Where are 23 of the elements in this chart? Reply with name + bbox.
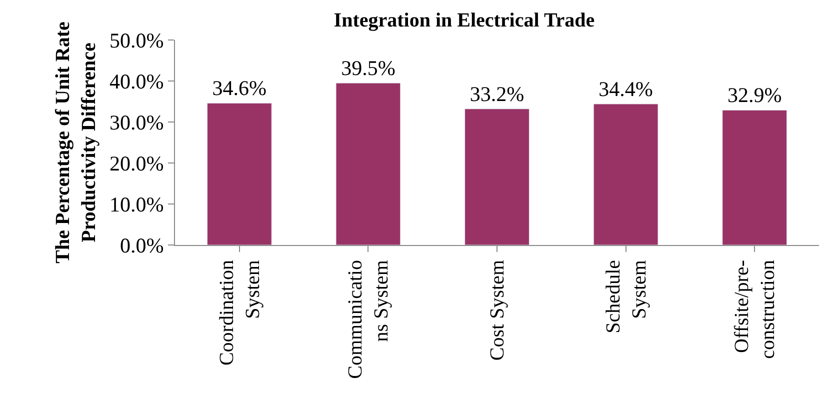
chart-title: Integration in Electrical Trade — [334, 9, 595, 32]
bar — [593, 104, 658, 245]
bar — [722, 110, 788, 245]
x-tick-label: Coordination System — [216, 260, 264, 366]
y-tick-label: 20.0% — [110, 151, 164, 176]
y-tick-label: 10.0% — [110, 192, 164, 216]
bar — [464, 108, 530, 245]
y-axis-title: The Percentage of Unit Rate Productivity Difference — [52, 21, 100, 264]
x-tick-label: Schedule System — [602, 260, 650, 334]
y-tick-label: 0.0% — [120, 233, 164, 258]
y-tick-label: 50.0% — [110, 28, 164, 52]
data-label: 34.6% — [212, 76, 267, 100]
bar — [336, 82, 401, 245]
x-tick-label: Communicatio ns System — [344, 260, 393, 379]
x-tick-label: Offsite/pre- construction — [731, 260, 780, 359]
y-tick-label: 30.0% — [110, 110, 164, 134]
data-label: 33.2% — [470, 82, 524, 106]
data-label: 39.5% — [341, 56, 396, 80]
x-tick-label: Cost System — [486, 260, 508, 361]
data-label: 32.9% — [727, 83, 782, 108]
y-tick-label: 40.0% — [110, 69, 164, 94]
data-label: 34.4% — [598, 76, 653, 101]
bar — [206, 102, 272, 245]
